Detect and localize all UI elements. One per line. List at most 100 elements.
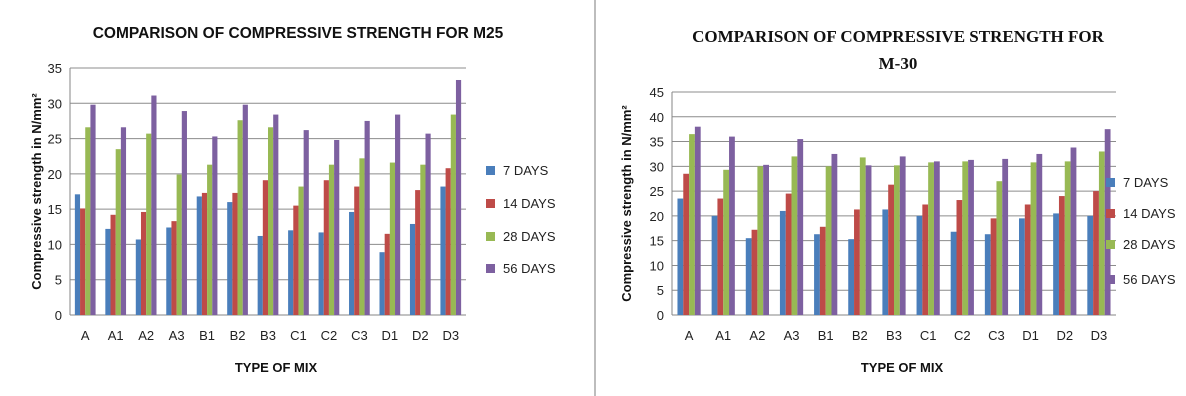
legend-label: 14 DAYS — [1123, 206, 1176, 221]
y-tick-label: 40 — [650, 110, 664, 125]
bar — [85, 127, 91, 315]
bar — [318, 232, 324, 315]
y-tick-label: 10 — [650, 258, 664, 273]
chart-panel-m25: COMPARISON OF COMPRESSIVE STRENGTH FOR M… — [29, 0, 596, 396]
legend-swatch — [1106, 209, 1115, 218]
bar — [237, 120, 243, 315]
bar — [865, 165, 872, 315]
legend-label: 28 DAYS — [1123, 237, 1176, 252]
y-axis-title: Compressive strength in N/mm² — [619, 105, 634, 302]
legend-swatch — [1106, 275, 1115, 284]
bar — [984, 234, 991, 315]
legend-label: 56 DAYS — [1123, 272, 1176, 287]
x-tick-label: B3 — [260, 328, 276, 343]
bar — [1093, 191, 1099, 315]
chart-m25: COMPARISON OF COMPRESSIVE STRENGTH FOR M… — [29, 25, 556, 375]
legend-label: 28 DAYS — [503, 229, 556, 244]
legend-swatch — [486, 264, 495, 273]
bar — [359, 158, 365, 315]
bar — [916, 215, 923, 315]
x-axis-title: TYPE OF MIX — [861, 360, 944, 375]
bar — [384, 233, 390, 315]
bar — [1064, 161, 1071, 315]
bar — [445, 168, 451, 315]
bar — [232, 192, 238, 315]
y-tick-label: 30 — [48, 96, 62, 111]
bar — [80, 208, 86, 315]
y-tick-label: 15 — [650, 234, 664, 249]
bar — [1036, 153, 1043, 315]
y-tick-label: 15 — [48, 202, 62, 217]
x-tick-label: C2 — [321, 328, 338, 343]
bar — [140, 211, 147, 315]
bar — [825, 166, 832, 315]
bar — [364, 120, 370, 315]
bar — [268, 127, 274, 315]
bar — [455, 79, 462, 315]
bar — [797, 139, 804, 315]
bar — [1019, 218, 1025, 315]
bar — [171, 221, 177, 315]
bar — [882, 209, 889, 315]
x-tick-label: A — [685, 328, 694, 343]
bar — [420, 164, 426, 315]
y-tick-label: 45 — [650, 85, 664, 100]
y-tick-label: 0 — [55, 308, 62, 323]
x-tick-label: C3 — [988, 328, 1005, 343]
y-tick-label: 0 — [657, 308, 664, 323]
bar — [990, 218, 997, 315]
bar — [212, 136, 218, 315]
bar — [90, 104, 96, 315]
bar — [349, 211, 355, 315]
x-tick-label: A1 — [108, 328, 124, 343]
bar — [711, 215, 718, 315]
y-tick-label: 25 — [48, 132, 62, 147]
bar — [751, 229, 758, 315]
bar — [1053, 213, 1059, 315]
x-tick-label: A2 — [138, 328, 154, 343]
legend-label: 14 DAYS — [503, 196, 556, 211]
bar — [888, 184, 894, 315]
y-tick-label: 20 — [48, 167, 62, 182]
bar — [962, 161, 969, 315]
legend-label: 7 DAYS — [503, 163, 549, 178]
legend-swatch — [1106, 240, 1115, 249]
bar — [288, 230, 294, 315]
bar — [1030, 162, 1037, 315]
x-tick-label: D3 — [1091, 328, 1108, 343]
bar — [779, 210, 786, 315]
bar — [135, 239, 141, 315]
bar — [196, 196, 202, 315]
bar — [763, 164, 769, 315]
x-tick-label: A2 — [749, 328, 765, 343]
bar — [242, 104, 248, 315]
bar — [328, 164, 335, 315]
bar — [146, 133, 152, 315]
bar — [440, 186, 446, 315]
x-tick-label: C3 — [351, 328, 368, 343]
y-tick-label: 35 — [48, 61, 62, 76]
bar — [1024, 204, 1031, 315]
bar — [831, 153, 838, 315]
bar — [729, 136, 735, 315]
x-tick-label: D2 — [1056, 328, 1073, 343]
bar — [227, 202, 233, 315]
bar — [262, 180, 268, 315]
chart-panel-m30: COMPARISON OF COMPRESSIVE STRENGTH FOR M-… — [598, 0, 1186, 396]
bar — [928, 162, 934, 315]
bar — [1070, 147, 1077, 315]
bar — [323, 180, 329, 315]
bar — [74, 194, 81, 315]
bar — [922, 204, 929, 315]
bar — [814, 234, 820, 315]
bar — [425, 133, 431, 315]
x-tick-label: A3 — [784, 328, 800, 343]
bar — [996, 181, 1003, 315]
bar — [854, 209, 860, 315]
bar — [968, 159, 974, 315]
bar — [115, 149, 121, 315]
bar — [395, 114, 401, 315]
bar — [105, 228, 111, 315]
chart-title: COMPARISON OF COMPRESSIVE STRENGTH FOR M… — [93, 25, 504, 42]
bar — [694, 126, 701, 315]
